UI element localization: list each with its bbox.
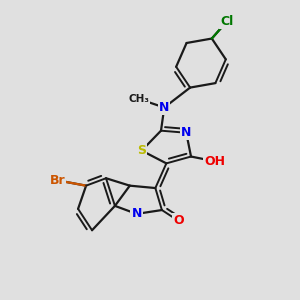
Text: OH: OH [204, 155, 225, 168]
Text: CH₃: CH₃ [128, 94, 149, 104]
Text: O: O [173, 214, 184, 227]
Text: Cl: Cl [220, 15, 233, 28]
Text: S: S [137, 144, 146, 157]
Text: Br: Br [50, 174, 65, 187]
Text: N: N [131, 207, 142, 220]
Text: N: N [159, 101, 169, 114]
Text: N: N [181, 126, 191, 139]
